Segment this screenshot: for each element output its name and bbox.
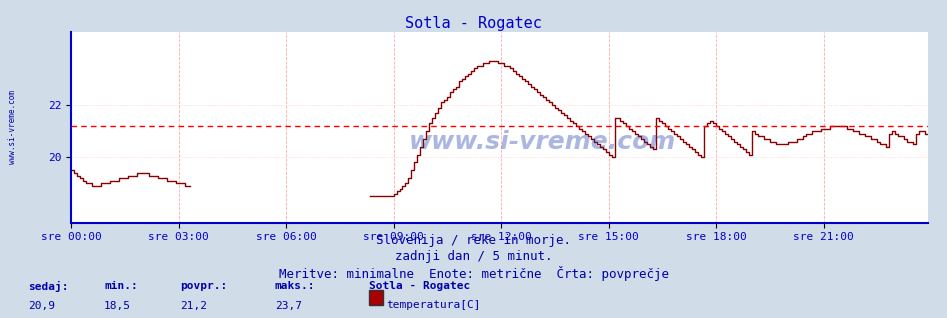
Text: 20,9: 20,9 xyxy=(28,301,56,310)
Text: 21,2: 21,2 xyxy=(180,301,207,310)
Text: Slovenija / reke in morje.: Slovenija / reke in morje. xyxy=(376,234,571,247)
Text: www.si-vreme.com: www.si-vreme.com xyxy=(409,130,676,155)
Text: sedaj:: sedaj: xyxy=(28,281,69,293)
Text: zadnji dan / 5 minut.: zadnji dan / 5 minut. xyxy=(395,250,552,263)
Text: Meritve: minimalne  Enote: metrične  Črta: povprečje: Meritve: minimalne Enote: metrične Črta:… xyxy=(278,266,669,280)
Text: 23,7: 23,7 xyxy=(275,301,302,310)
Text: min.:: min.: xyxy=(104,281,138,291)
Text: Sotla - Rogatec: Sotla - Rogatec xyxy=(405,16,542,31)
Text: Sotla - Rogatec: Sotla - Rogatec xyxy=(369,281,471,291)
Text: maks.:: maks.: xyxy=(275,281,315,291)
Text: povpr.:: povpr.: xyxy=(180,281,227,291)
Text: 18,5: 18,5 xyxy=(104,301,132,310)
Text: temperatura[C]: temperatura[C] xyxy=(386,300,481,309)
Text: www.si-vreme.com: www.si-vreme.com xyxy=(8,90,17,164)
